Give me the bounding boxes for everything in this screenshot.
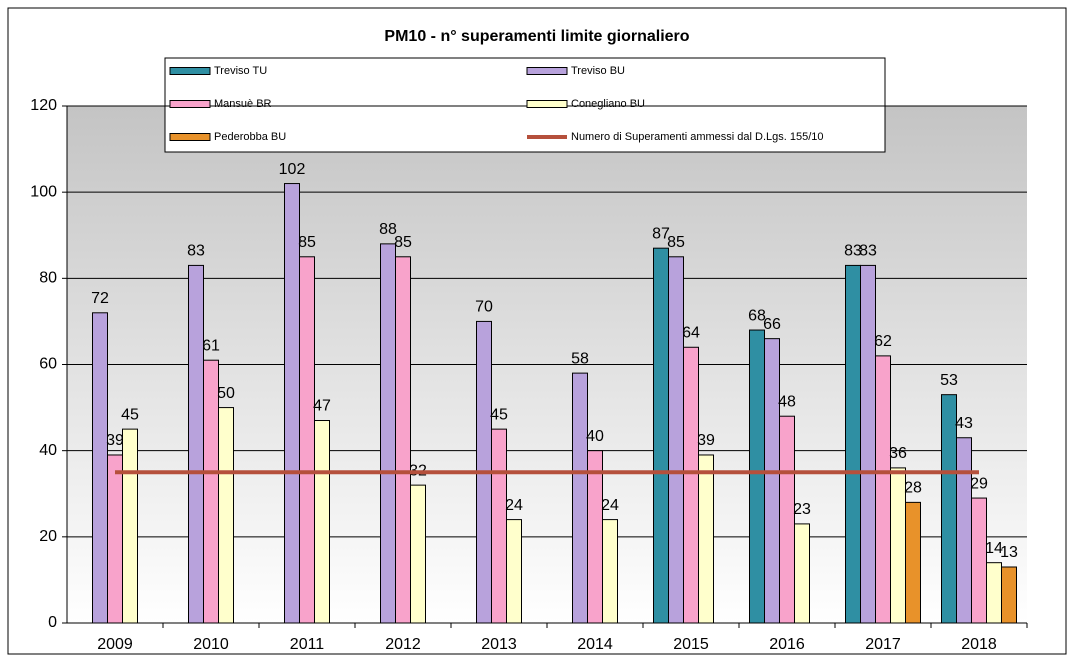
value-label: 39	[697, 432, 715, 449]
bar	[602, 519, 618, 624]
value-label: 24	[601, 497, 619, 514]
legend-marker	[169, 100, 211, 108]
legend-label: Treviso BU	[571, 65, 625, 77]
value-label: 50	[217, 385, 235, 402]
y-tick-label: 100	[30, 183, 57, 200]
value-label: 14	[985, 540, 1003, 557]
legend-label: Treviso TU	[214, 65, 267, 77]
bar	[794, 523, 810, 624]
value-label: 68	[748, 307, 766, 324]
legend-marker	[526, 67, 568, 75]
bar	[587, 450, 603, 624]
bar	[749, 329, 765, 624]
legend	[164, 57, 886, 153]
chart-title: PM10 - n° superamenti limite giornaliero	[384, 28, 689, 45]
value-label: 45	[121, 406, 139, 423]
value-label: 29	[970, 475, 988, 492]
value-label: 58	[571, 350, 589, 367]
value-label: 13	[1000, 544, 1018, 561]
x-tick-label: 2009	[97, 636, 133, 653]
legend-label: Numero di Superamenti ammessi dal D.Lgs.…	[571, 131, 824, 143]
bar	[314, 420, 330, 624]
y-tick-label: 0	[48, 614, 57, 631]
bar	[92, 312, 108, 624]
y-tick-label: 80	[39, 270, 57, 287]
value-label: 72	[91, 290, 109, 307]
bar	[698, 454, 714, 624]
bar	[875, 355, 891, 624]
value-label: 47	[313, 398, 331, 415]
value-label: 40	[586, 428, 604, 445]
bar	[845, 264, 861, 624]
legend-label: Mansuè BR	[214, 98, 272, 110]
bar	[395, 256, 411, 624]
bar	[971, 497, 987, 624]
bar	[107, 454, 123, 624]
value-label: 85	[298, 234, 316, 251]
value-label: 36	[889, 445, 907, 462]
x-tick-label: 2018	[961, 636, 997, 653]
bar	[956, 437, 972, 624]
x-tick-label: 2013	[481, 636, 517, 653]
x-tick-label: 2015	[673, 636, 709, 653]
value-label: 83	[844, 243, 862, 260]
value-label: 45	[490, 406, 508, 423]
value-label: 62	[874, 333, 892, 350]
x-tick-label: 2010	[193, 636, 229, 653]
legend-label: Pederobba BU	[214, 131, 286, 143]
legend-marker	[526, 100, 568, 108]
value-label: 87	[652, 225, 670, 242]
bar	[668, 256, 684, 624]
legend-marker	[169, 67, 211, 75]
value-label: 48	[778, 393, 796, 410]
bar	[380, 243, 396, 624]
bar	[122, 428, 138, 624]
bar	[218, 407, 234, 624]
y-tick-label: 120	[30, 97, 57, 114]
x-tick-label: 2016	[769, 636, 805, 653]
x-tick-label: 2012	[385, 636, 421, 653]
x-tick-label: 2011	[290, 636, 325, 653]
y-tick-label: 60	[39, 356, 57, 373]
bar	[572, 372, 588, 624]
bar	[653, 247, 669, 624]
value-label: 28	[904, 480, 922, 497]
bar	[779, 415, 795, 624]
bar	[506, 519, 522, 624]
bar	[905, 501, 921, 624]
bar	[188, 264, 204, 624]
bar	[860, 264, 876, 624]
value-label: 66	[763, 316, 781, 333]
bar	[491, 428, 507, 624]
x-tick-label: 2014	[577, 636, 613, 653]
legend-marker	[169, 133, 211, 141]
value-label: 102	[279, 161, 306, 178]
value-label: 61	[202, 337, 220, 354]
y-tick-label: 40	[39, 442, 57, 459]
value-label: 83	[859, 243, 877, 260]
legend-label: Conegliano BU	[571, 98, 645, 110]
bar	[764, 338, 780, 624]
bar	[986, 562, 1002, 624]
value-label: 24	[505, 497, 523, 514]
x-tick-label: 2017	[865, 636, 901, 653]
value-label: 23	[793, 501, 811, 518]
bar	[410, 484, 426, 624]
value-label: 88	[379, 221, 397, 238]
value-label: 39	[106, 432, 124, 449]
bar	[683, 346, 699, 624]
value-label: 85	[394, 234, 412, 251]
value-label: 70	[475, 299, 493, 316]
bar	[299, 256, 315, 624]
value-label: 85	[667, 234, 685, 251]
value-label: 53	[940, 372, 958, 389]
value-label: 64	[682, 324, 700, 341]
value-label: 43	[955, 415, 973, 432]
value-label: 83	[187, 243, 205, 260]
y-tick-label: 20	[39, 528, 57, 545]
bar	[1001, 566, 1017, 624]
